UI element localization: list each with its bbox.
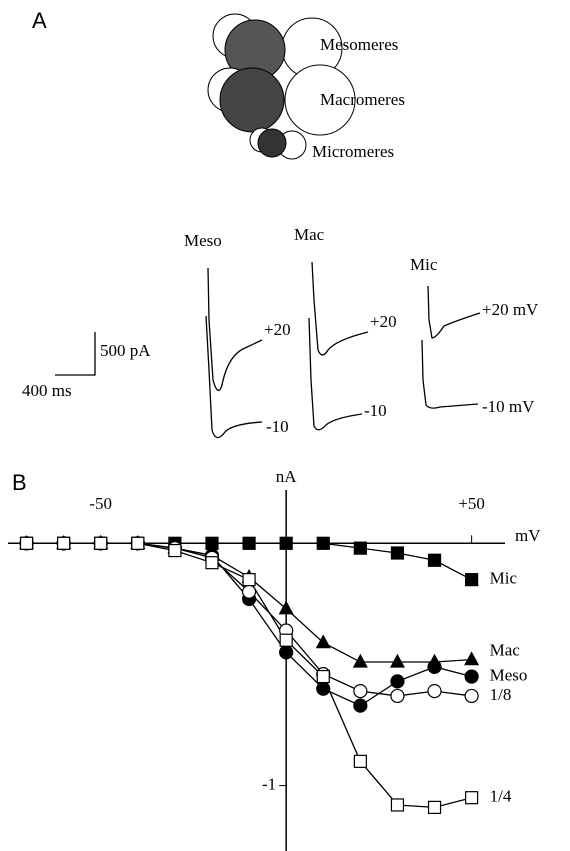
- marker: [390, 798, 405, 812]
- marker: [390, 674, 405, 689]
- marker: [427, 800, 442, 814]
- trace-label: Meso: [184, 231, 222, 250]
- traces: [55, 261, 481, 439]
- y-axis-label: nA: [276, 467, 298, 486]
- series-label: Mic: [490, 569, 518, 588]
- series-line: [26, 542, 472, 707]
- marker: [353, 541, 367, 555]
- marker: [353, 754, 367, 768]
- voltage-label: -10 mV: [482, 397, 535, 416]
- marker: [390, 688, 405, 704]
- voltage-label: +20: [264, 320, 291, 339]
- marker: [389, 653, 405, 668]
- marker: [57, 536, 71, 550]
- marker: [427, 683, 442, 699]
- marker: [427, 553, 442, 567]
- marker: [465, 791, 479, 805]
- marker: [242, 536, 256, 550]
- marker: [279, 633, 293, 647]
- marker: [19, 536, 34, 550]
- marker: [315, 634, 331, 649]
- marker: [316, 681, 331, 696]
- marker: [464, 651, 480, 666]
- marker: [242, 573, 256, 587]
- series-label: Mac: [490, 641, 521, 660]
- trace-label: Mic: [410, 255, 438, 274]
- voltage-label: +20: [370, 312, 397, 331]
- marker: [353, 698, 368, 713]
- voltage-label: -10: [364, 401, 387, 420]
- marker: [352, 653, 368, 668]
- marker: [278, 600, 294, 615]
- marker: [168, 543, 182, 558]
- series-label: 1/8: [490, 685, 512, 704]
- scale-label: 400 ms: [22, 381, 72, 400]
- marker: [94, 536, 108, 550]
- marker: [353, 683, 368, 699]
- series-label: Meso: [490, 665, 528, 684]
- voltage-label: +20 mV: [482, 300, 539, 319]
- scale-label: 500 pA: [100, 341, 151, 360]
- marker: [465, 573, 479, 587]
- panel-label: A: [32, 8, 47, 33]
- embryo-label: Macromeres: [320, 90, 405, 109]
- series-label: 1/4: [490, 787, 512, 806]
- x-tick-label: -50: [89, 494, 112, 513]
- marker: [205, 556, 219, 570]
- x-tick-label: +50: [458, 494, 485, 513]
- panel-label: B: [12, 470, 27, 495]
- y-tick-label: -1: [262, 774, 276, 793]
- marker: [279, 536, 293, 550]
- series-line: [26, 542, 472, 697]
- marker: [427, 659, 442, 674]
- marker: [279, 645, 294, 660]
- x-axis-label: mV: [515, 526, 541, 545]
- embryo: [207, 13, 356, 160]
- marker: [464, 669, 479, 684]
- marker: [131, 536, 145, 550]
- embryo-label: Mesomeres: [320, 35, 398, 54]
- trace-label: Mac: [294, 225, 325, 244]
- voltage-label: -10: [266, 417, 289, 436]
- marker: [316, 669, 330, 684]
- marker: [241, 584, 257, 599]
- marker: [316, 536, 330, 550]
- marker: [390, 546, 405, 560]
- embryo-label: Micromeres: [312, 142, 394, 161]
- marker: [464, 688, 479, 704]
